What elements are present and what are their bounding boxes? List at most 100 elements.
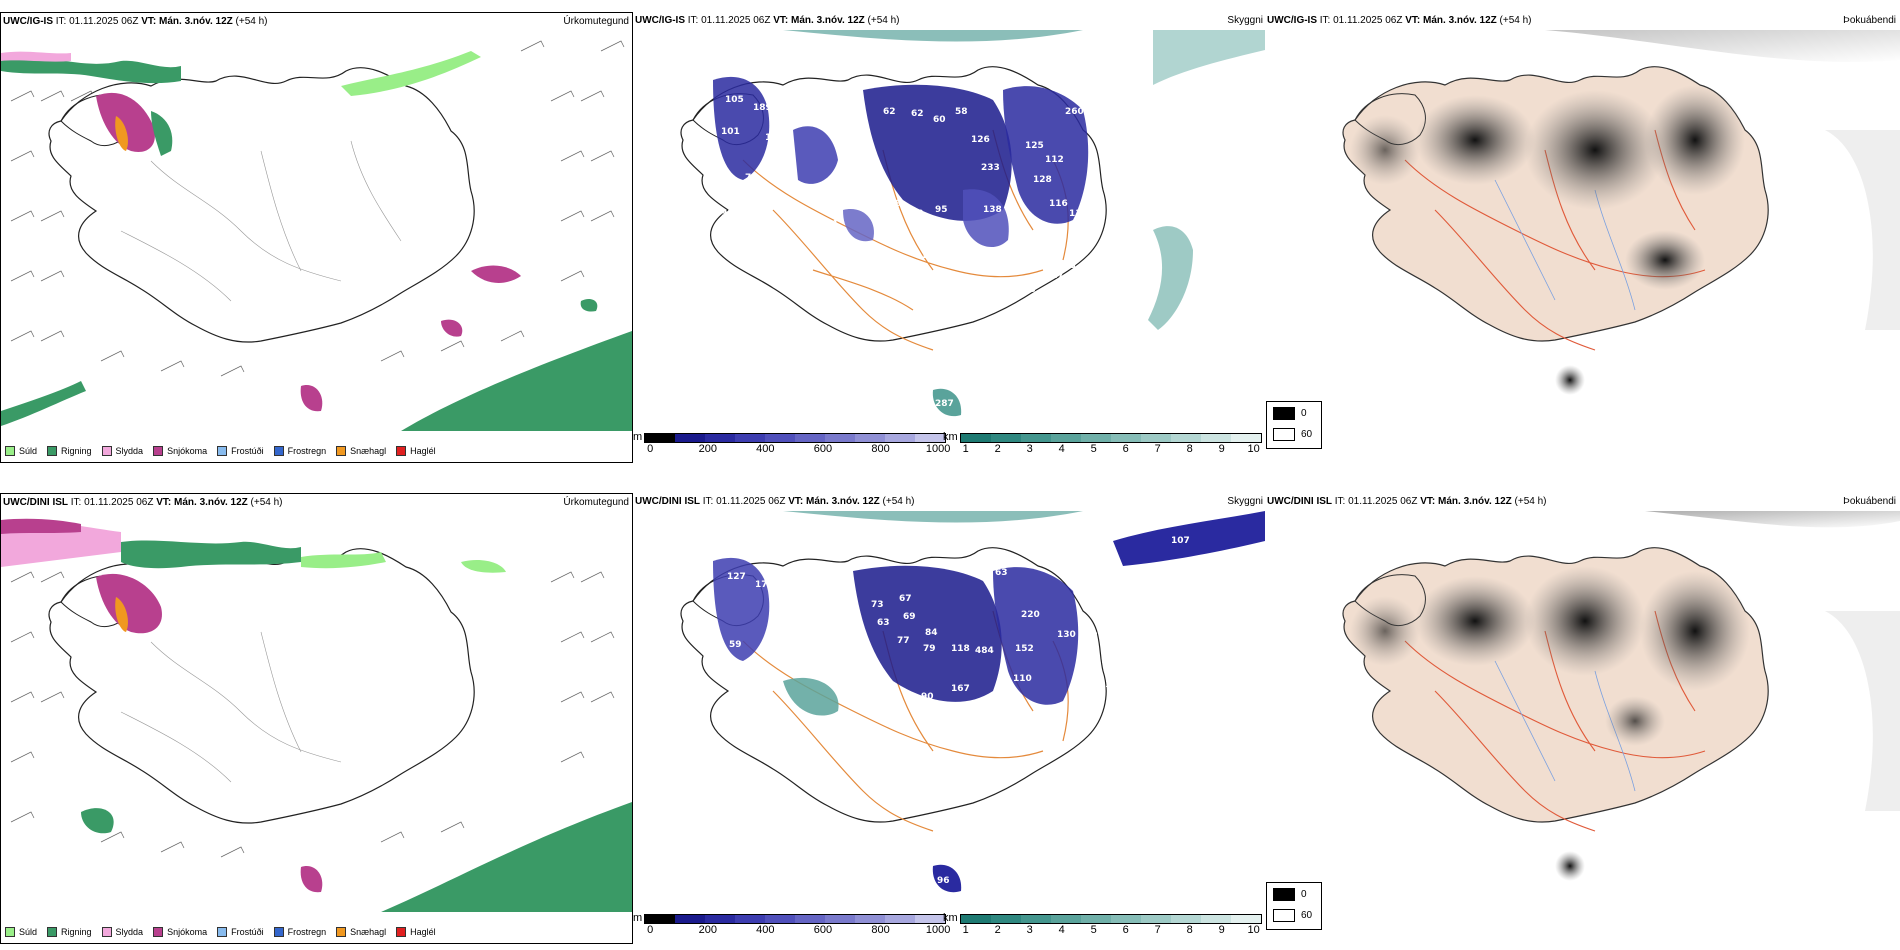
fog-panel-row1: UWC/IG-IS IT: 01.11.2025 06Z VT: Mán. 3.… xyxy=(1265,12,1900,463)
visibility-tick-label: 3 xyxy=(1026,443,1033,455)
cloud-base-swatch xyxy=(735,434,766,442)
cloud-base-swatch xyxy=(885,434,916,442)
cloud-label: 54 xyxy=(1071,566,1084,576)
cloud-label: 84 xyxy=(925,628,938,638)
visibility-swatch xyxy=(960,915,991,923)
visibility-swatch xyxy=(1080,915,1111,923)
model-name: UWC/IG-IS xyxy=(3,16,53,27)
fog-index-areas xyxy=(1350,566,1750,881)
model-name: UWC/DINI ISL xyxy=(1267,496,1332,507)
visibility-swatch xyxy=(960,434,991,442)
cloud-label: 75 xyxy=(745,173,758,183)
roads xyxy=(120,140,402,302)
cloud-label: 91 xyxy=(721,209,734,219)
cloud-label: 287 xyxy=(935,399,954,409)
legend-item-freezing-rain: Frostregn xyxy=(273,927,326,937)
cloud-base-swatch xyxy=(795,434,826,442)
valid-time: Mán. 3.nóv. 12Z xyxy=(791,15,865,26)
cloud-base-labels: 127 176 162 73 63 67 69 77 84 79 118 134… xyxy=(711,536,1190,886)
cloud-label: 484 xyxy=(975,646,994,656)
cloud-label: 59 xyxy=(889,199,902,209)
road-network xyxy=(742,610,1069,832)
visibility-tick-label: 7 xyxy=(1154,443,1161,455)
visibility-tick-label: 10 xyxy=(1247,443,1260,455)
visibility-tick-label: 8 xyxy=(1186,443,1193,455)
cloud-base-swatch xyxy=(645,434,676,442)
cloud-label: 113 xyxy=(1069,209,1088,219)
cloud-panel-row2: UWC/DINI ISL IT: 01.11.2025 06Z VT: Mán.… xyxy=(633,493,1265,944)
cloud-label: 110 xyxy=(1013,674,1032,684)
panel-header: UWC/IG-IS IT: 01.11.2025 06Z VT: Mán. 3.… xyxy=(1267,15,1532,26)
cloud-label: 167 xyxy=(951,684,970,694)
cloud-label: 132 xyxy=(849,197,868,207)
cloud-base-colorbar: m 0 200 400 600 800 1000 xyxy=(633,912,951,936)
legend-item-freezing-drizzle: Frostúði xyxy=(217,446,264,456)
cloud-label: 96 xyxy=(937,876,950,886)
cloud-label: 108 xyxy=(1057,261,1076,271)
cloud-label: 77 xyxy=(897,636,910,646)
cloud-base-tick-label: 800 xyxy=(871,443,890,455)
cloud-label: 79 xyxy=(923,644,936,654)
fog-panel-row2: UWC/DINI ISL IT: 01.11.2025 06Z VT: Mán.… xyxy=(1265,493,1900,944)
cloud-label: 63 xyxy=(995,568,1008,578)
cloud-base-swatch xyxy=(915,434,946,442)
visibility-swatch xyxy=(1020,434,1051,442)
lead-time: (+54 h) xyxy=(1514,496,1547,507)
precip-type-panel-row1: UWC/IG-IS IT: 01.11.2025 06Z VT: Mán. 3.… xyxy=(0,12,633,463)
cloud-label: 67 xyxy=(899,594,912,604)
cloud-base-swatch xyxy=(825,434,856,442)
legend-item-freezing-drizzle: Frostúði xyxy=(217,927,264,937)
cloud-base-labels: 105 189 101 118 62 62 60 58 86 66 94 94 … xyxy=(721,69,1150,409)
cloud-base-tick-label: 400 xyxy=(756,443,775,455)
visibility-tick-label: 5 xyxy=(1090,924,1097,936)
cloud-label: 116 xyxy=(1049,199,1068,209)
visibility-swatch xyxy=(990,915,1021,923)
panel-header: UWC/DINI ISL IT: 01.11.2025 06Z VT: Mán.… xyxy=(1267,496,1547,507)
cloud-base-swatch xyxy=(705,915,736,923)
cloud-label: 97 xyxy=(1025,307,1038,317)
cloud-label: 63 xyxy=(877,618,890,628)
visibility-swatch xyxy=(1200,915,1231,923)
cloud-base-tick-label: 0 xyxy=(647,443,654,455)
panel-title: Úrkomutegund xyxy=(563,497,629,508)
visibility-swatch xyxy=(1170,915,1201,923)
cloud-label: 69 xyxy=(903,612,916,622)
cloud-label: 118 xyxy=(951,644,970,654)
visibility-swatch xyxy=(990,434,1021,442)
legend-item-drizzle: Súld xyxy=(5,927,37,937)
cloud-label: 60 xyxy=(933,115,946,125)
cloud-base-tick-label: 200 xyxy=(698,443,717,455)
cloud-label: 100 xyxy=(795,219,814,229)
valid-time: Mán. 3.nóv. 12Z xyxy=(1438,496,1512,507)
fog-index-areas xyxy=(1350,85,1745,395)
cloud-base-tick-label: 1000 xyxy=(925,443,951,455)
cloud-label: 176 xyxy=(755,580,774,590)
cloud-base-swatch xyxy=(735,915,766,923)
panel-title: Þokuábendi xyxy=(1843,15,1896,26)
cloud-label: 76 xyxy=(1029,345,1042,355)
cloud-label: 86 xyxy=(1071,75,1084,85)
model-name: UWC/DINI ISL xyxy=(3,497,68,508)
cloud-base-tick-label: 600 xyxy=(813,924,833,936)
cloud-base-swatch xyxy=(645,915,676,923)
visibility-tick-label: 7 xyxy=(1154,924,1161,936)
cloud-label: 220 xyxy=(1021,610,1040,620)
wind-barbs xyxy=(10,571,615,858)
cloud-label: 103 xyxy=(921,251,940,261)
precip-legend: Súld Rigning Slydda Snjókoma Frostúði Fr… xyxy=(5,927,436,937)
cloud-label: 113 xyxy=(957,241,976,251)
visibility-tick-label: 6 xyxy=(1122,924,1129,936)
visibility-swatch xyxy=(1050,915,1081,923)
lead-time: (+54 h) xyxy=(235,16,268,27)
cloud-label: 138 xyxy=(983,205,1002,215)
cloud-label: 60 xyxy=(737,197,750,207)
cloud-label: 66 xyxy=(1093,75,1106,85)
visibility-tick-label: 3 xyxy=(1026,924,1033,936)
legend-item-freezing-rain: Frostregn xyxy=(273,446,326,456)
cloud-base-tick-label: 0 xyxy=(647,924,654,936)
fog-roads xyxy=(1404,610,1706,832)
cloud-label: 101 xyxy=(721,127,740,137)
cloud-base-swatch xyxy=(855,434,886,442)
cloud-label: 112 xyxy=(1045,155,1064,165)
cloud-base-tick-label: 800 xyxy=(871,924,890,936)
